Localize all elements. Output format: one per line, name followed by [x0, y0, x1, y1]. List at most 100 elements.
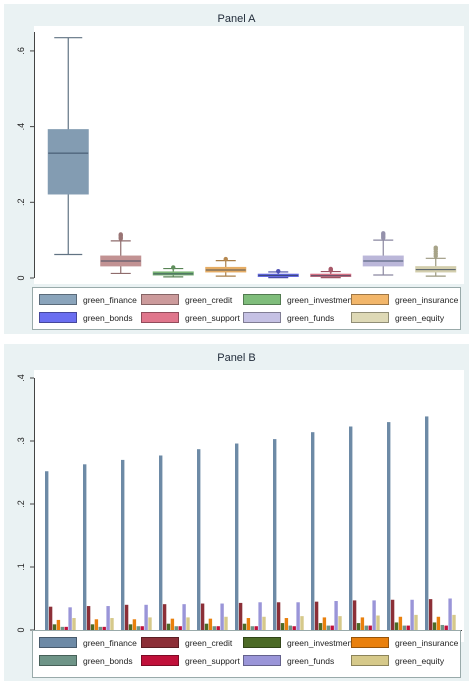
bar-green_finance-2011	[83, 464, 87, 630]
bar-green_funds-2019	[410, 599, 414, 630]
bar-green_funds-2012	[144, 604, 148, 630]
bar-green_support-2018	[368, 625, 372, 630]
bar-green_credit-2020	[428, 599, 433, 630]
bar-green_funds-2018	[372, 600, 376, 630]
y-tick-label: 0	[16, 275, 26, 280]
bar-green_equity-2013	[186, 617, 190, 630]
bar-green_insurance-2014	[208, 618, 213, 630]
bar-green_support-2010	[64, 626, 68, 630]
bar-green_insurance-2020	[436, 616, 441, 630]
bar-green_support-2014	[216, 626, 220, 630]
legend-swatch	[243, 294, 281, 305]
legend-swatch	[39, 637, 77, 648]
box-green_credit	[100, 232, 142, 275]
box-green_support	[310, 266, 352, 279]
box-outlier	[171, 265, 176, 270]
bar-green_investment-2011	[90, 624, 95, 630]
bar-green_finance-2013	[159, 455, 163, 630]
bar-green_equity-2019	[414, 614, 418, 630]
bar-green_funds-2010	[68, 607, 72, 630]
panel-a-title: Panel A	[217, 13, 256, 25]
y-tick-label: .3	[16, 437, 26, 445]
bar-green_credit-2015	[238, 602, 243, 630]
bar-green_investment-2017	[318, 623, 323, 630]
legend-label: green_finance	[83, 638, 137, 648]
bar-green_investment-2018	[356, 623, 361, 630]
bar-green_investment-2012	[128, 624, 133, 630]
bar-green_finance-2012	[121, 459, 125, 630]
bar-green_support-2017	[330, 625, 334, 630]
panel-a-legend: green_finance green_credit green_investmen…	[32, 287, 461, 330]
bar-green_investment-2015	[242, 623, 247, 630]
bar-green_insurance-2019	[398, 616, 403, 630]
bar-green_insurance-2011	[94, 619, 99, 630]
box-outlier	[223, 256, 228, 262]
panel-b: Panel B 0.1.2.3.420102011201220132014201…	[4, 344, 469, 681]
bar-green_credit-2018	[352, 600, 357, 630]
bar-green_insurance-2012	[132, 619, 137, 630]
legend-label: green_bonds	[83, 656, 133, 666]
box-outlier	[381, 231, 386, 236]
bar-green_support-2011	[102, 626, 106, 630]
bar-green_insurance-2017	[322, 617, 327, 630]
bar-green_investment-2019	[394, 622, 399, 630]
bar-green_bonds-2013	[174, 626, 178, 630]
legend-label: green_support	[185, 656, 240, 666]
bar-green_equity-2016	[300, 616, 304, 630]
bar-green_support-2015	[254, 626, 258, 630]
bar-green_bonds-2017	[326, 625, 330, 630]
bar-green_investment-2016	[280, 623, 285, 630]
bar-green_equity-2020	[452, 614, 456, 630]
bar-green_credit-2016	[276, 602, 281, 630]
box-green_funds	[362, 231, 404, 276]
bar-green_bonds-2019	[402, 625, 406, 630]
legend-swatch	[243, 312, 281, 323]
panel-b-title: Panel B	[217, 352, 256, 364]
box-outlier	[118, 232, 123, 237]
bar-green_insurance-2010	[56, 619, 61, 630]
box-outlier	[328, 266, 333, 272]
bar-green_finance-2014	[197, 449, 201, 630]
bar-green_funds-2020	[448, 598, 452, 630]
panel-b-chart: 0.1.2.3.42010201120122013201420152016201…	[16, 374, 462, 646]
y-tick-label: .1	[16, 563, 26, 571]
legend-label: green_support	[185, 313, 240, 323]
bar-green_credit-2013	[162, 604, 167, 630]
legend-label: green_finance	[83, 295, 137, 305]
bar-green_finance-2010	[45, 471, 49, 630]
legend-label: green_credit	[185, 638, 233, 648]
legend-swatch	[39, 312, 77, 323]
box-iqr	[47, 129, 89, 195]
legend-swatch	[351, 294, 389, 305]
bar-green_support-2013	[178, 626, 182, 630]
legend-swatch	[141, 312, 179, 323]
bar-green_credit-2010	[48, 606, 53, 630]
bar-green_insurance-2015	[246, 618, 251, 630]
y-tick-label: .4	[16, 123, 26, 131]
legend-label: green_insurance	[395, 638, 459, 648]
bar-green_funds-2017	[334, 601, 338, 630]
bar-green_bonds-2011	[98, 626, 102, 630]
bar-green_funds-2013	[182, 604, 186, 630]
legend-label: green_equity	[395, 656, 445, 666]
bar-green_support-2020	[444, 625, 448, 630]
box-green_bonds	[257, 268, 299, 279]
bar-green_finance-2019	[387, 422, 391, 630]
bar-green_support-2019	[406, 625, 410, 630]
bar-green_funds-2014	[220, 603, 224, 630]
box-green_finance	[47, 37, 89, 256]
bar-green_investment-2020	[432, 622, 437, 630]
bar-green_credit-2012	[124, 604, 129, 630]
bar-green_support-2016	[292, 626, 296, 630]
bar-green_credit-2017	[314, 601, 319, 630]
legend-label: green_insurance	[395, 295, 459, 305]
bar-green_finance-2018	[349, 426, 353, 630]
bar-green_bonds-2014	[212, 626, 216, 630]
bar-green_funds-2016	[296, 602, 300, 630]
legend-label: green_funds	[287, 313, 335, 323]
panel-a: Panel A 0 .2 .4 .6 green_finance green_credi…	[4, 4, 469, 334]
bar-green_credit-2011	[86, 606, 91, 630]
y-tick-label: .2	[16, 500, 26, 508]
bar-green_bonds-2012	[136, 626, 140, 630]
box-green_investment	[152, 265, 194, 278]
